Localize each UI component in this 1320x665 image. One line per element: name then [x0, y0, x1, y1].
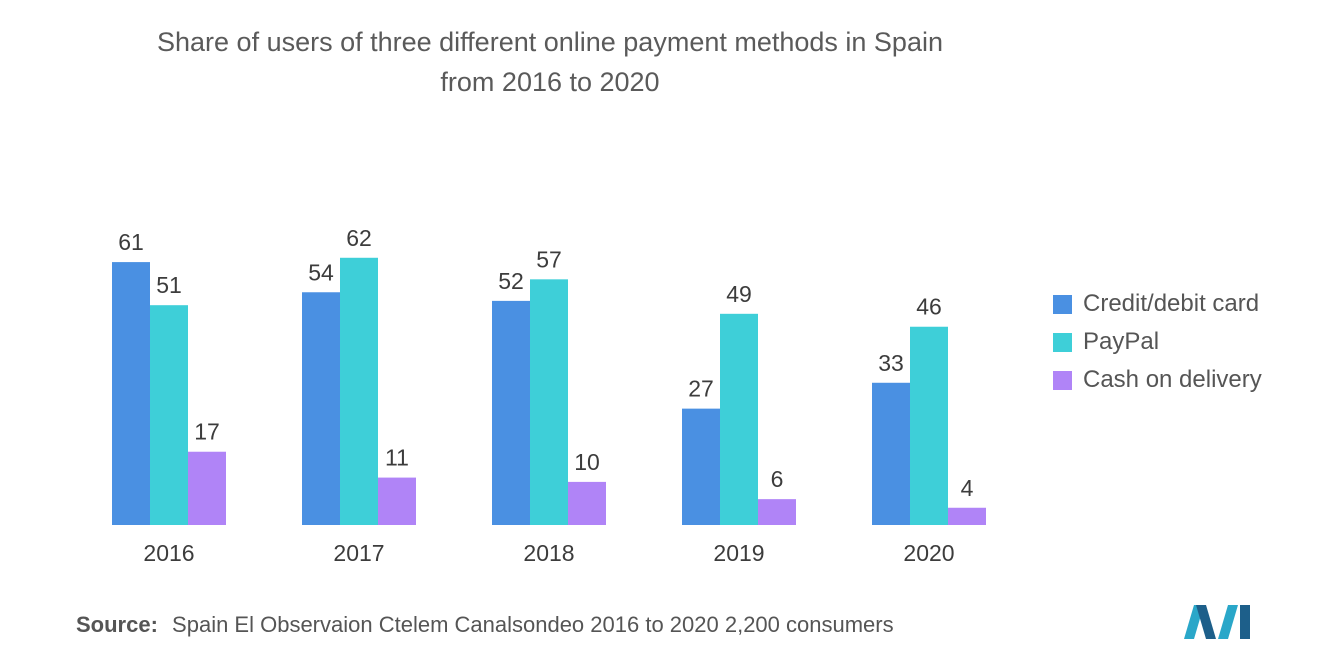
mordor-logo-icon: [1184, 605, 1250, 639]
bar-2018-0: [492, 300, 530, 525]
legend-swatch: [1053, 294, 1072, 314]
data-label-2016-0: 61: [118, 229, 144, 255]
x-tick-label-2017: 2017: [333, 540, 384, 566]
data-label-2019-1: 49: [726, 281, 752, 307]
source-note: Source: Spain El Observaion Ctelem Canal…: [76, 612, 894, 638]
bar-2018-2: [568, 481, 606, 525]
data-label-2019-0: 27: [688, 376, 714, 402]
legend-item-0: Credit/debit card: [1053, 285, 1262, 323]
source-text: Spain El Observaion Ctelem Canalsondeo 2…: [172, 612, 894, 637]
data-label-2018-0: 52: [498, 268, 524, 294]
bar-2016-0: [112, 262, 150, 525]
bar-2020-0: [872, 382, 910, 525]
data-label-2020-0: 33: [878, 350, 904, 376]
data-label-2020-2: 4: [961, 475, 974, 501]
legend-item-1: PayPal: [1053, 323, 1262, 361]
data-label-2018-1: 57: [536, 246, 562, 272]
data-label-2019-2: 6: [771, 466, 784, 492]
bar-2019-0: [682, 408, 720, 525]
legend-item-2: Cash on delivery: [1053, 361, 1262, 399]
data-label-2016-1: 51: [156, 272, 182, 298]
bar-2017-2: [378, 477, 416, 525]
chart-title-line-1: Share of users of three different online…: [157, 27, 943, 57]
legend-label: PayPal: [1083, 328, 1160, 355]
data-label-2016-2: 17: [194, 419, 220, 445]
data-label-2017-2: 11: [385, 445, 409, 471]
legend-label: Credit/debit card: [1083, 290, 1260, 317]
bar-2018-1: [530, 279, 568, 525]
chart-title-line-2: from 2016 to 2020: [440, 67, 660, 97]
legend-swatch: [1053, 370, 1072, 390]
bar-2017-0: [302, 292, 340, 525]
bar-chart: 61 51 17 2016 54 62 11 2017 52 57 10 2018 27 49 6 2019 3…: [112, 225, 986, 566]
x-tick-label-2018: 2018: [523, 540, 574, 566]
x-tick-label-2016: 2016: [143, 540, 194, 566]
data-label-2017-1: 62: [346, 225, 372, 251]
bar-2016-2: [188, 451, 226, 525]
bar-2019-1: [720, 313, 758, 525]
chart-legend: Credit/debit card PayPal Cash on delivery: [1053, 285, 1262, 399]
data-label-2020-1: 46: [916, 294, 942, 320]
bar-2020-2: [948, 507, 986, 525]
source-label: Source:: [76, 612, 158, 637]
bar-2017-1: [340, 257, 378, 525]
x-tick-label-2019: 2019: [713, 540, 764, 566]
chart-title: Share of users of three different online…: [0, 22, 1100, 102]
x-tick-label-2020: 2020: [903, 540, 954, 566]
legend-swatch: [1053, 332, 1072, 352]
legend-label: Cash on delivery: [1083, 366, 1262, 393]
bar-2016-1: [150, 305, 188, 525]
data-label-2017-0: 54: [308, 259, 334, 285]
data-label-2018-2: 10: [574, 449, 600, 475]
bar-2019-2: [758, 499, 796, 525]
bar-2020-1: [910, 326, 948, 525]
